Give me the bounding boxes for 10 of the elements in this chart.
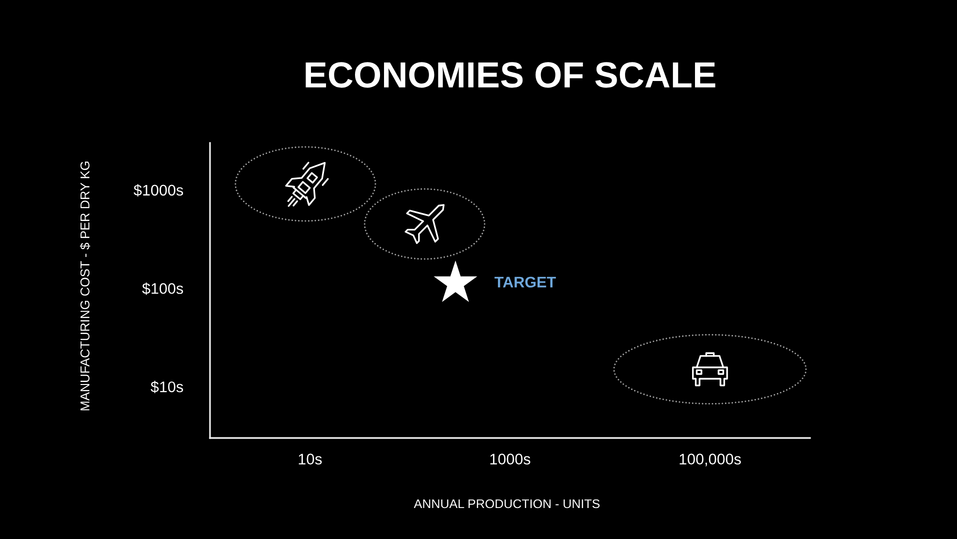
- y-tick-label: $1000s: [134, 184, 184, 197]
- chart-title: ECONOMIES OF SCALE: [306, 62, 716, 88]
- x-tick-label: 100,000s: [680, 454, 741, 466]
- annotation: TARGET: [494, 276, 556, 288]
- y-tick-label: $10s: [150, 380, 184, 394]
- y-tick-label: $100s: [142, 282, 184, 295]
- x-tick-label: 10s: [298, 454, 322, 464]
- x-tick-label: 1000s: [490, 454, 530, 464]
- y-axis-title: MANUFACTURING COST - $ PER DRY KG: [80, 162, 90, 410]
- x-axis-title: ANNUAL PRODUCTION - UNITS: [414, 499, 600, 508]
